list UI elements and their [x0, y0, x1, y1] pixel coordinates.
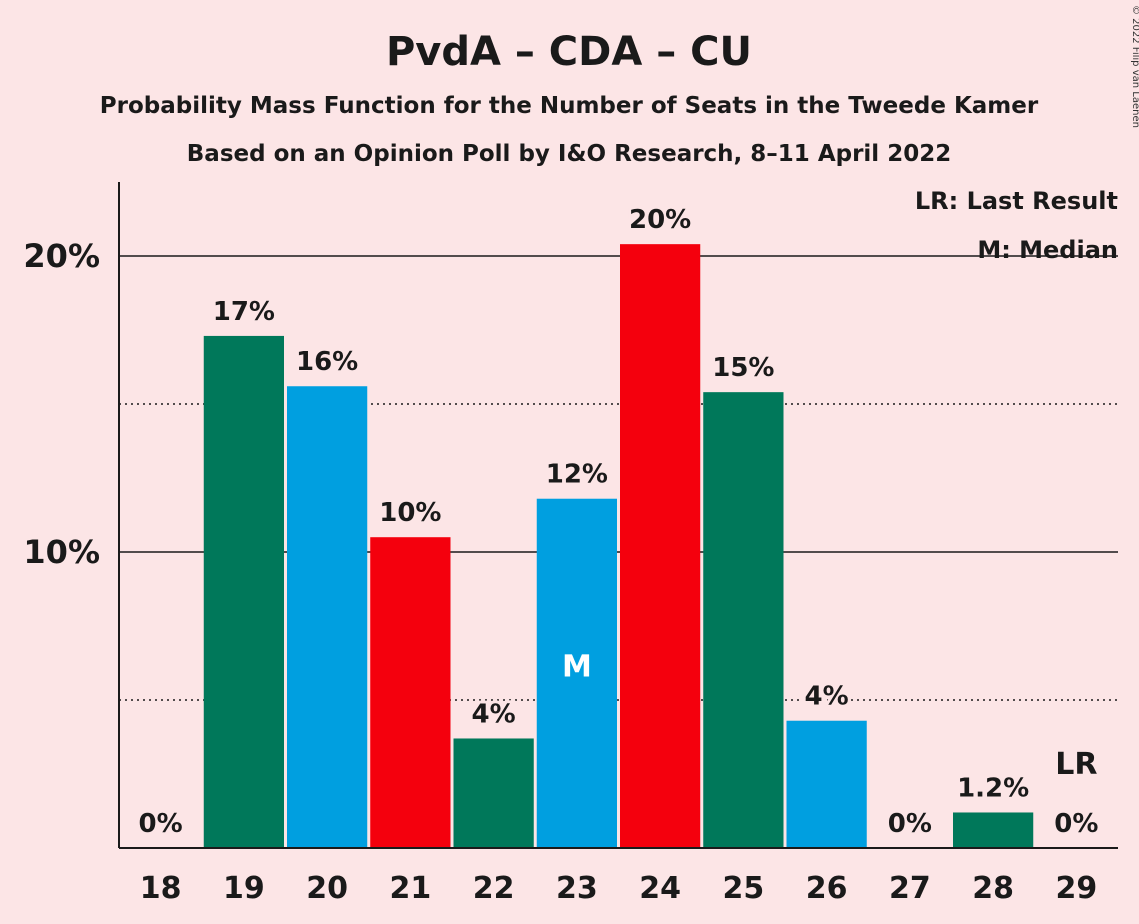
bar-seat-20 [287, 386, 368, 848]
x-tick-label: 27 [889, 871, 931, 906]
legend-last-result: LR: Last Result [915, 187, 1118, 215]
legend-median: M: Median [977, 236, 1118, 264]
median-marker: M [562, 649, 592, 684]
y-tick-label: 10% [23, 533, 100, 571]
data-label-seat-19: 17% [213, 297, 275, 327]
data-label-seat-24: 20% [629, 205, 691, 235]
x-tick-label: 21 [390, 871, 432, 906]
bar-seat-28 [953, 812, 1034, 848]
bar-seat-24 [620, 244, 701, 848]
copyright-note: © 2022 Filip van Laenen [1130, 5, 1139, 128]
data-label-seat-26: 4% [805, 682, 849, 712]
bar-seat-26 [786, 720, 867, 848]
x-tick-label: 23 [556, 871, 598, 906]
chart-title: PvdA – CDA – CU [386, 29, 752, 75]
x-tick-label: 22 [473, 871, 515, 906]
data-label-seat-22: 4% [472, 699, 516, 729]
y-tick-label: 20% [23, 237, 100, 275]
x-tick-label: 28 [972, 871, 1014, 906]
data-label-seat-18: 0% [139, 809, 183, 839]
chart-source: Based on an Opinion Poll by I&O Research… [187, 141, 951, 167]
x-tick-label: 26 [806, 871, 848, 906]
bar-seat-21 [370, 537, 451, 848]
data-label-seat-21: 10% [379, 498, 441, 528]
bar-seat-25 [703, 392, 784, 848]
bar-seat-23 [536, 498, 617, 848]
data-label-seat-20: 16% [296, 347, 358, 377]
gridlines [119, 255, 1118, 701]
x-tick-label: 25 [723, 871, 765, 906]
bar-seat-19 [203, 335, 284, 848]
last-result-marker: LR [1055, 747, 1097, 782]
data-label-seat-28: 1.2% [957, 773, 1029, 803]
data-labels: 0% 17% 16% 10% 4% 12% M 20% 15% 4% 0% 1.2% 0% LR [136, 202, 1102, 842]
axes: 10% 20% 18 19 20 21 22 23 24 25 26 27 28 29 [23, 182, 1118, 906]
data-label-seat-29: 0% [1054, 809, 1098, 839]
chart-subtitle: Probability Mass Function for the Number… [100, 93, 1039, 119]
x-tick-label: 24 [639, 871, 681, 906]
x-tick-label: 19 [223, 871, 265, 906]
x-tick-label: 20 [306, 871, 348, 906]
x-tick-label: 18 [140, 871, 182, 906]
data-label-seat-25: 15% [712, 353, 774, 383]
x-tick-label: 29 [1056, 871, 1098, 906]
data-label-seat-23: 12% [546, 460, 608, 490]
bar-seat-22 [453, 738, 534, 848]
data-label-seat-27: 0% [888, 809, 932, 839]
bars [203, 244, 1034, 848]
